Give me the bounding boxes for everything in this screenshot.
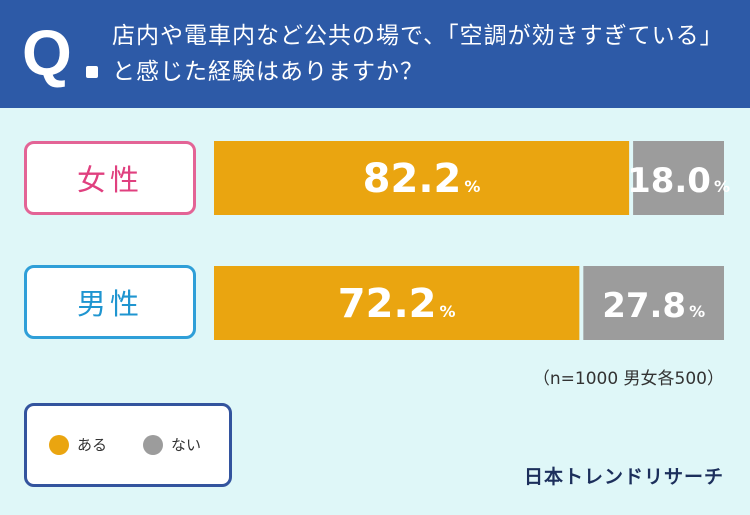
question-text: 店内や電車内など公共の場で、「空調が効きすぎている」と感じた経験はありますか？: [112, 23, 724, 85]
bar-yes-male: [214, 266, 580, 340]
question-header: Q 店内や電車内など公共の場で、「空調が効きすぎている」と感じた経験はありますか…: [0, 0, 750, 108]
data-label-no-female: 18.0%: [627, 161, 730, 201]
legend-dot-no: [143, 434, 163, 455]
legend: ある ない: [24, 403, 232, 487]
data-label-yes-female: 82.2%: [363, 156, 481, 202]
brand-logo-text: 日本トレンドリサーチ: [523, 466, 724, 488]
legend-dot-yes: [49, 434, 69, 455]
bar-yes-female: [214, 141, 630, 215]
legend-item-yes: ある: [49, 434, 107, 455]
row-label-male: 男性: [24, 265, 196, 339]
bar-no-female: [633, 141, 724, 215]
data-label-no-male: 27.8%: [602, 286, 705, 326]
row-label-female: 女性: [24, 141, 196, 215]
data-label-yes-male: 72.2%: [338, 281, 456, 327]
legend-item-no: ない: [143, 434, 201, 455]
q-dot-decoration: [86, 66, 98, 78]
legend-label-yes: ある: [77, 436, 108, 454]
sample-size-note: （n=1000 男女各500）: [532, 369, 724, 389]
legend-label-no: ない: [171, 436, 202, 454]
bar-no-male: [583, 266, 724, 340]
q-mark: Q: [22, 17, 72, 89]
